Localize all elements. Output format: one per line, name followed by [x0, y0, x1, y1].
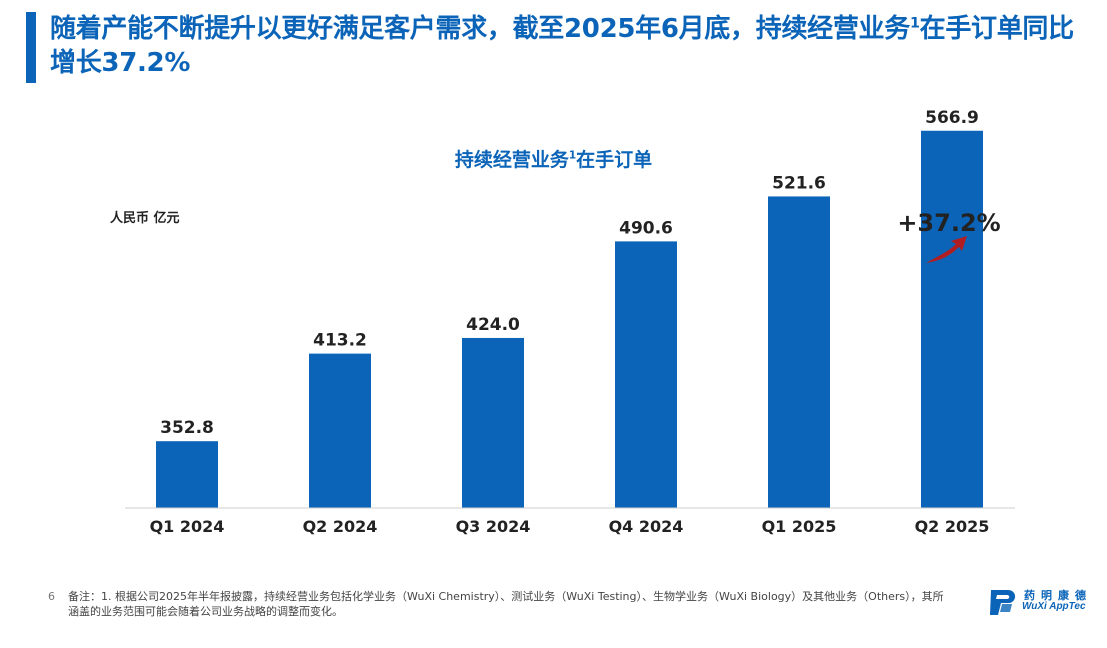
value-label: 424.0 [466, 315, 520, 335]
value-label: 566.9 [925, 108, 979, 128]
bar-q2-2025 [921, 130, 983, 508]
logo-text-cn: 药明康德 [1024, 589, 1092, 602]
growth-label: +37.2% [897, 209, 1000, 237]
footnote: 备注：1. 根据公司2025年半年报披露，持续经营业务包括化学业务（WuXi C… [68, 589, 978, 619]
growth-annotation: +37.2% [897, 209, 1001, 263]
unit-label: 人民币 亿元 [110, 210, 180, 226]
logo-text-en: WuXi AppTec [1022, 601, 1086, 612]
category-label: Q1 2024 [150, 517, 225, 536]
category-label: Q2 2025 [915, 517, 990, 536]
page-number: 6 [48, 590, 55, 603]
category-label: Q4 2024 [609, 517, 684, 536]
bar-q3-2024 [462, 337, 524, 508]
category-label: Q2 2024 [303, 517, 378, 536]
bar-q4-2024 [615, 241, 677, 508]
category-label: Q3 2024 [456, 517, 531, 536]
bar-q1-2025 [768, 196, 830, 508]
bar-q2-2024 [309, 353, 371, 508]
footnote-line-2: 涵盖的业务范围可能会随着公司业务战略的调整而变化。 [68, 605, 343, 618]
company-logo-icon [990, 590, 1016, 615]
value-label: 413.2 [313, 331, 367, 351]
page-title: 随着产能不断提升以更好满足客户需求，截至2025年6月底，持续经营业务1在手订单… [50, 14, 1074, 78]
bar-chart: 人民币 亿元 352.8 Q1 2024 413.2 Q2 2024 424.0 Q3 2… [110, 108, 1015, 536]
bar-q1-2024 [156, 441, 218, 508]
chart-title: 持续经营业务1在手订单 [454, 149, 653, 171]
value-label: 352.8 [160, 418, 214, 438]
growth-arrow-icon [926, 236, 967, 263]
footnote-line-1: 备注：1. 根据公司2025年半年报披露，持续经营业务包括化学业务（WuXi C… [68, 590, 944, 603]
title-accent-bar [26, 12, 36, 83]
value-label: 490.6 [619, 218, 673, 238]
value-label: 521.6 [772, 173, 826, 193]
category-label: Q1 2025 [762, 517, 837, 536]
